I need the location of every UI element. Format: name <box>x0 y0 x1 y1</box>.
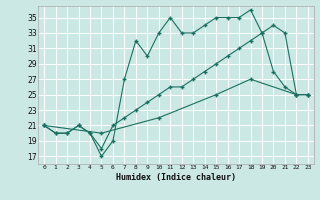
X-axis label: Humidex (Indice chaleur): Humidex (Indice chaleur) <box>116 173 236 182</box>
